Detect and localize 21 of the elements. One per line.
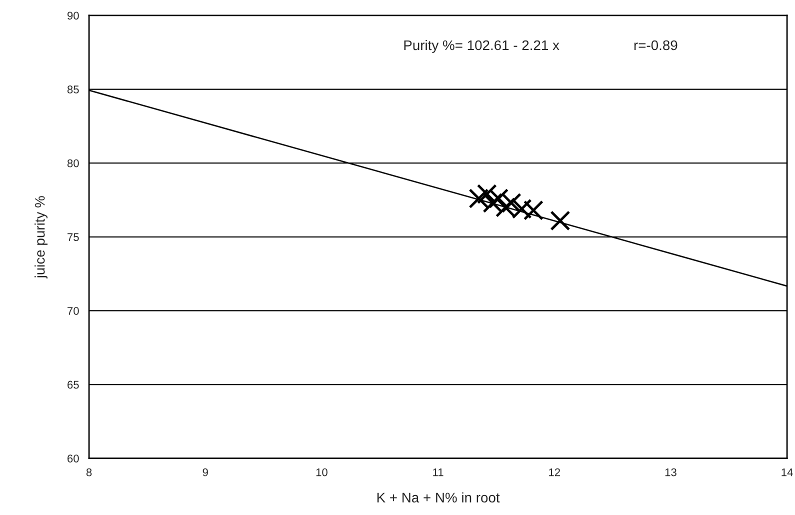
y-tick-label: 60 <box>68 454 79 462</box>
x-tick-label: 14 <box>782 468 793 476</box>
point <box>550 210 570 231</box>
point <box>523 200 544 220</box>
x-tick-label: 12 <box>549 468 560 476</box>
y-tick-label: 75 <box>68 233 79 242</box>
x-axis-title: K + Na + N% in root <box>377 492 500 503</box>
y-tick-label: 90 <box>67 12 79 20</box>
x-tick-label: 13 <box>665 468 676 476</box>
y-axis-title: juice purity % <box>34 196 48 279</box>
y-tick-label: 65 <box>68 380 79 389</box>
point <box>476 184 497 204</box>
y-tick-label: 80 <box>67 159 79 168</box>
y-tick-label: 85 <box>67 86 79 94</box>
x-tick-label: 11 <box>433 468 444 476</box>
annotation: r=-0.89 <box>634 40 678 50</box>
x-tick-label: 9 <box>202 468 208 476</box>
y-tick-label: 70 <box>68 306 79 315</box>
annotation: Purity %= 102.61 - 2.21 x <box>404 40 560 53</box>
x-tick-label: 8 <box>86 468 92 476</box>
x-tick-label: 10 <box>316 468 328 476</box>
